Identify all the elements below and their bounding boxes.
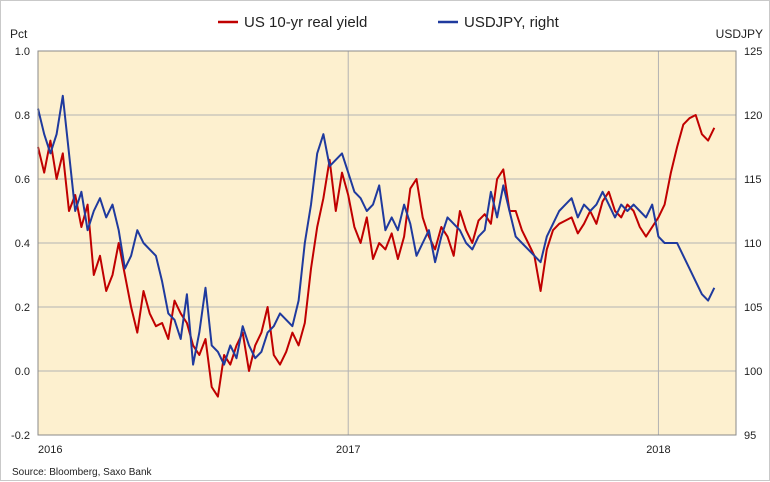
- y-tick-right-label: 95: [744, 430, 756, 442]
- y-tick-right-label: 100: [744, 366, 762, 378]
- y-axis-left-label: Pct: [10, 27, 28, 41]
- y-tick-left-label: 0.0: [15, 366, 30, 378]
- y-tick-left-label: 0.8: [15, 110, 30, 122]
- source-note: Source: Bloomberg, Saxo Bank: [12, 467, 153, 478]
- legend: US 10-yr real yield USDJPY, right: [218, 14, 560, 31]
- legend-label-usdjpy: USDJPY, right: [464, 14, 560, 31]
- y-tick-right-label: 110: [744, 238, 762, 250]
- y-tick-left-label: 0.2: [15, 302, 30, 314]
- series-layer: [37, 94, 716, 398]
- y-tick-right-label: 105: [744, 302, 762, 314]
- x-tick-label: 2017: [336, 444, 360, 456]
- plot-border: [37, 50, 737, 436]
- x-tick-label: 2016: [38, 444, 62, 456]
- y-tick-left-label: 0.6: [15, 174, 30, 186]
- y-tick-right-label: 120: [744, 110, 762, 122]
- legend-label-real-yield: US 10-yr real yield: [244, 14, 367, 31]
- y-tick-right-label: 125: [744, 46, 762, 58]
- y-tick-left-label: 1.0: [15, 46, 30, 58]
- series-line-real-yield: [37, 114, 716, 398]
- y-tick-left-label: 0.4: [15, 238, 30, 250]
- y-tick-right-label: 115: [744, 174, 762, 186]
- y-axis-right-label: USDJPY: [716, 27, 763, 41]
- axes: 1.0 0.8 0.6 0.4 0.2 0.0 -0.2 125 120 115 110 105 100…: [11, 46, 762, 456]
- y-tick-left-label: -0.2: [11, 430, 30, 442]
- series-line-usdjpy: [37, 94, 716, 366]
- x-tick-label: 2018: [646, 444, 670, 456]
